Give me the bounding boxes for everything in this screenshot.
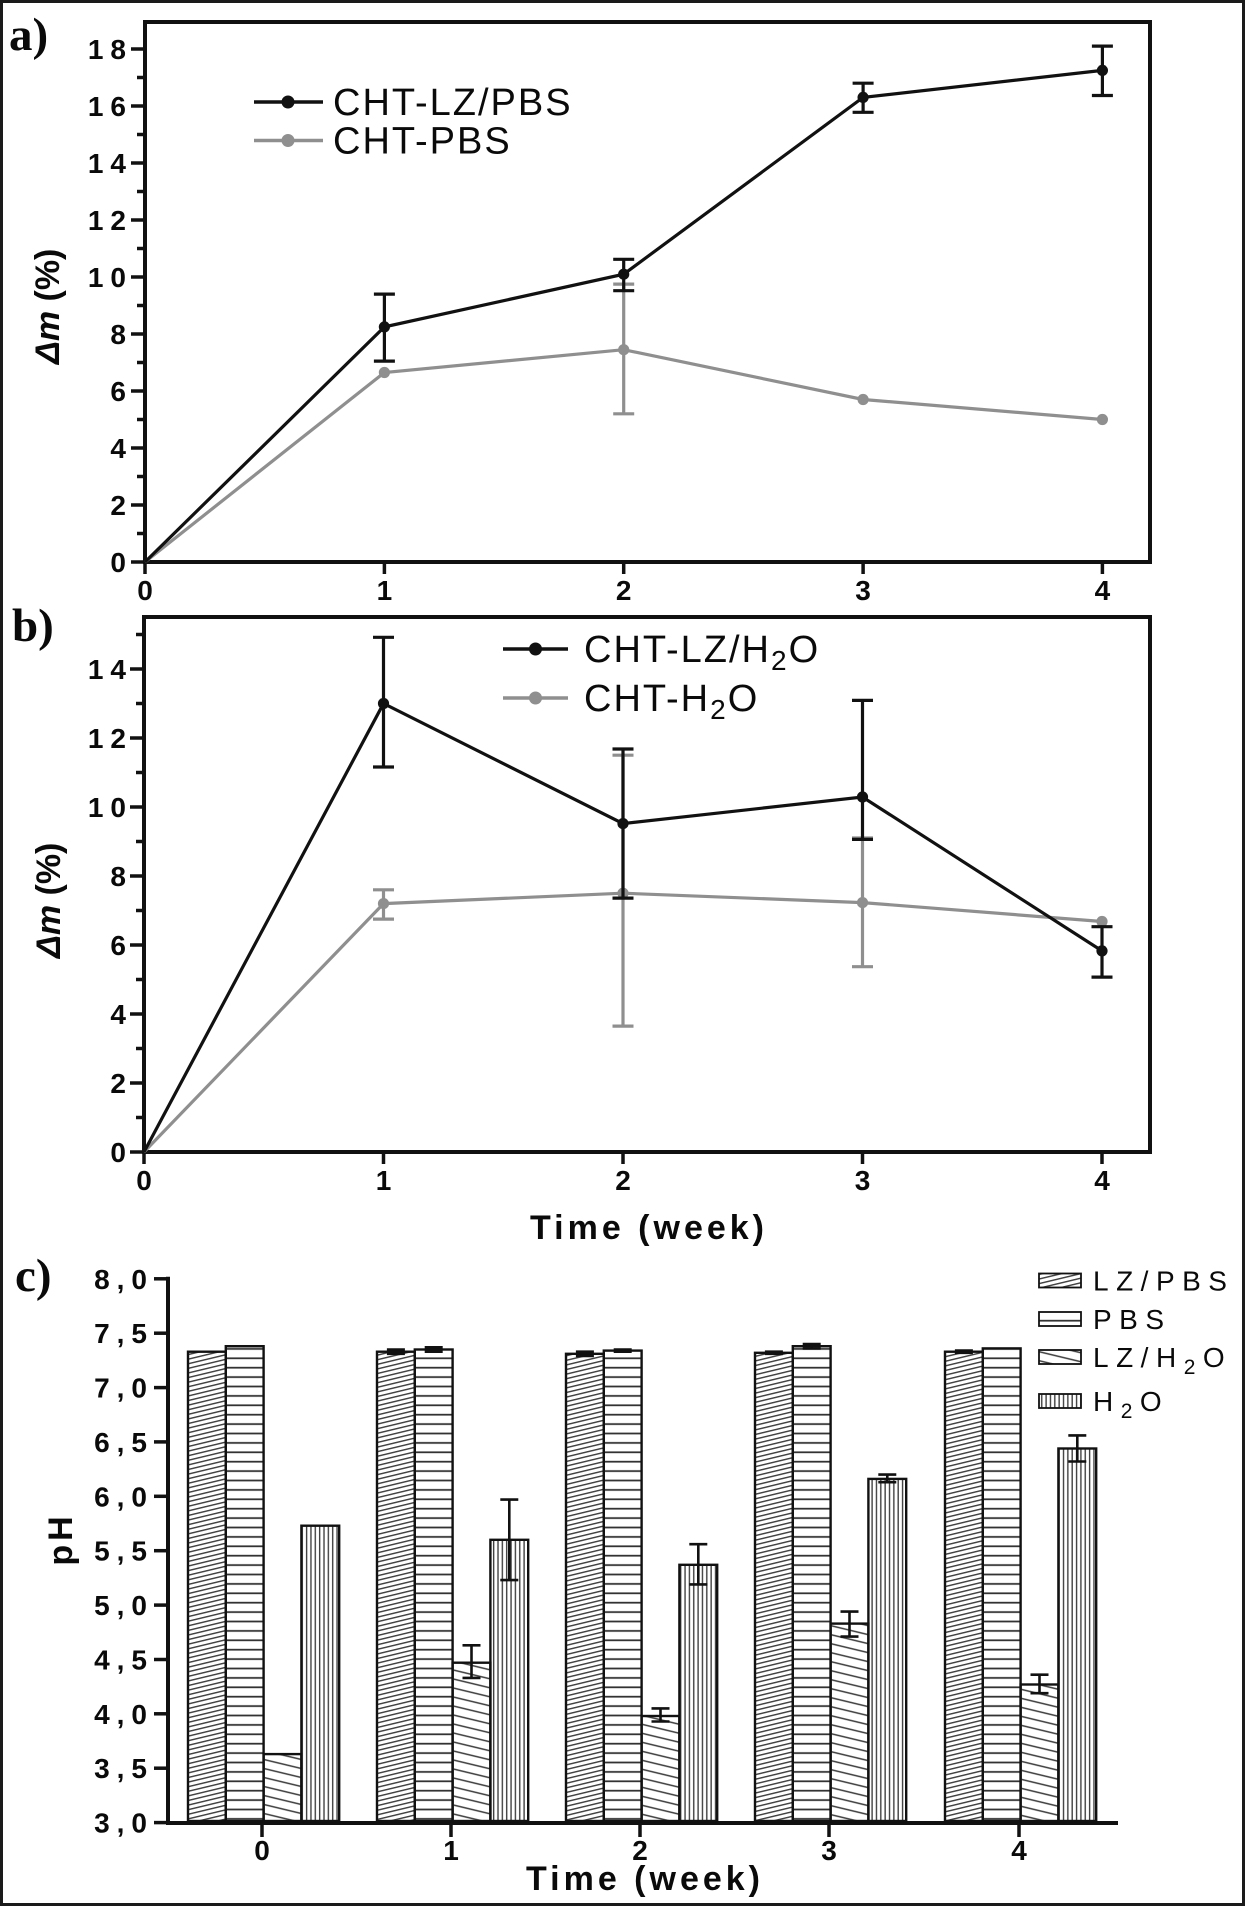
svg-text:b): b) — [12, 600, 54, 652]
svg-text:8,0: 8,0 — [94, 1264, 154, 1295]
svg-text:PBS: PBS — [1093, 1304, 1172, 1335]
svg-text:6,5: 6,5 — [94, 1427, 154, 1458]
svg-text:6: 6 — [110, 930, 133, 961]
svg-text:2: 2 — [110, 1068, 133, 1099]
svg-text:2: 2 — [110, 490, 133, 521]
svg-text:0: 0 — [136, 1165, 152, 1196]
svg-text:16: 16 — [88, 91, 133, 122]
svg-text:Time (week): Time (week) — [526, 1860, 764, 1898]
svg-text:LZ/H2O: LZ/H2O — [1093, 1342, 1232, 1379]
svg-text:0: 0 — [254, 1835, 270, 1866]
svg-text:Time (week): Time (week) — [530, 1209, 768, 1247]
svg-text:4: 4 — [1095, 575, 1111, 606]
svg-text:5,0: 5,0 — [94, 1590, 154, 1621]
svg-text:c): c) — [15, 1250, 52, 1302]
svg-text:2: 2 — [616, 575, 632, 606]
svg-text:10: 10 — [88, 792, 133, 823]
svg-text:Δm (%): Δm (%) — [29, 249, 67, 366]
svg-text:3,5: 3,5 — [94, 1753, 154, 1784]
svg-text:6: 6 — [110, 376, 133, 407]
svg-text:CHT-LZ/PBS: CHT-LZ/PBS — [333, 82, 573, 124]
svg-text:8: 8 — [110, 861, 133, 892]
svg-text:4: 4 — [1011, 1835, 1027, 1866]
svg-text:3: 3 — [855, 1165, 871, 1196]
svg-text:1: 1 — [376, 1165, 392, 1196]
svg-text:0: 0 — [137, 575, 153, 606]
svg-text:18: 18 — [88, 34, 133, 65]
svg-text:Δm (%): Δm (%) — [30, 843, 68, 960]
svg-text:1: 1 — [377, 575, 393, 606]
svg-text:2: 2 — [632, 1835, 648, 1866]
svg-text:8: 8 — [110, 319, 133, 350]
svg-text:7,5: 7,5 — [94, 1318, 154, 1349]
svg-text:4: 4 — [1094, 1165, 1110, 1196]
svg-text:4,0: 4,0 — [94, 1699, 154, 1730]
svg-text:3: 3 — [821, 1835, 837, 1866]
svg-text:4,5: 4,5 — [94, 1645, 154, 1676]
svg-text:4: 4 — [110, 999, 133, 1030]
svg-text:12: 12 — [88, 723, 133, 754]
svg-text:7,0: 7,0 — [94, 1373, 154, 1404]
svg-text:a): a) — [9, 9, 48, 61]
svg-text:14: 14 — [88, 654, 133, 685]
svg-text:3: 3 — [855, 575, 871, 606]
svg-text:0: 0 — [110, 547, 133, 578]
svg-text:4: 4 — [110, 433, 133, 464]
svg-text:14: 14 — [88, 148, 133, 179]
svg-text:pH: pH — [42, 1512, 80, 1565]
svg-text:12: 12 — [88, 205, 133, 236]
svg-text:6,0: 6,0 — [94, 1481, 154, 1512]
svg-text:2: 2 — [615, 1165, 631, 1196]
svg-text:0: 0 — [110, 1137, 133, 1168]
svg-text:LZ/PBS: LZ/PBS — [1093, 1266, 1234, 1297]
svg-text:CHT-H2O: CHT-H2O — [584, 678, 759, 725]
svg-text:10: 10 — [88, 262, 133, 293]
svg-text:1: 1 — [443, 1835, 459, 1866]
svg-text:5,5: 5,5 — [94, 1536, 154, 1567]
svg-text:3,0: 3,0 — [94, 1808, 154, 1839]
svg-text:CHT-PBS: CHT-PBS — [333, 121, 512, 163]
